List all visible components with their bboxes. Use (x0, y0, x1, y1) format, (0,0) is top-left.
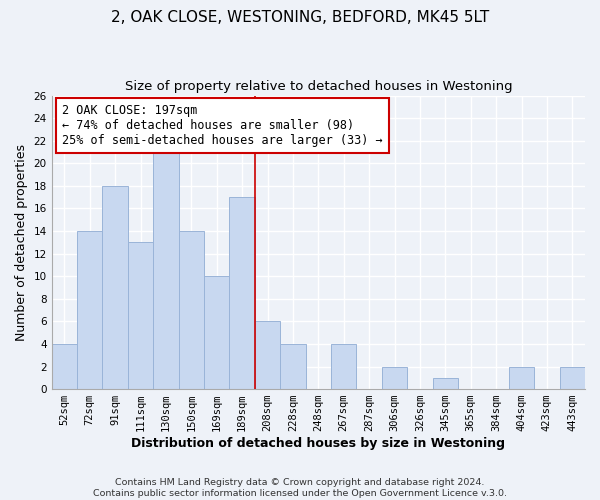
Bar (52, 344, 77, 389)
Bar (509, 366, 534, 389)
Bar (433, 378, 458, 389)
Bar (103, 186, 128, 389)
Bar (331, 344, 356, 389)
Bar (77, 231, 103, 389)
Bar (153, 152, 179, 389)
Bar (560, 366, 585, 389)
Bar (382, 366, 407, 389)
Title: Size of property relative to detached houses in Westoning: Size of property relative to detached ho… (125, 80, 512, 93)
Text: 2 OAK CLOSE: 197sqm
← 74% of detached houses are smaller (98)
25% of semi-detach: 2 OAK CLOSE: 197sqm ← 74% of detached ho… (62, 104, 383, 148)
Bar (280, 344, 305, 389)
Bar (255, 322, 280, 389)
Text: 2, OAK CLOSE, WESTONING, BEDFORD, MK45 5LT: 2, OAK CLOSE, WESTONING, BEDFORD, MK45 5… (111, 10, 489, 25)
X-axis label: Distribution of detached houses by size in Westoning: Distribution of detached houses by size … (131, 437, 505, 450)
Y-axis label: Number of detached properties: Number of detached properties (15, 144, 28, 341)
Bar (179, 231, 204, 389)
Bar (229, 197, 255, 389)
Bar (128, 242, 153, 389)
Bar (204, 276, 229, 389)
Text: Contains HM Land Registry data © Crown copyright and database right 2024.
Contai: Contains HM Land Registry data © Crown c… (93, 478, 507, 498)
